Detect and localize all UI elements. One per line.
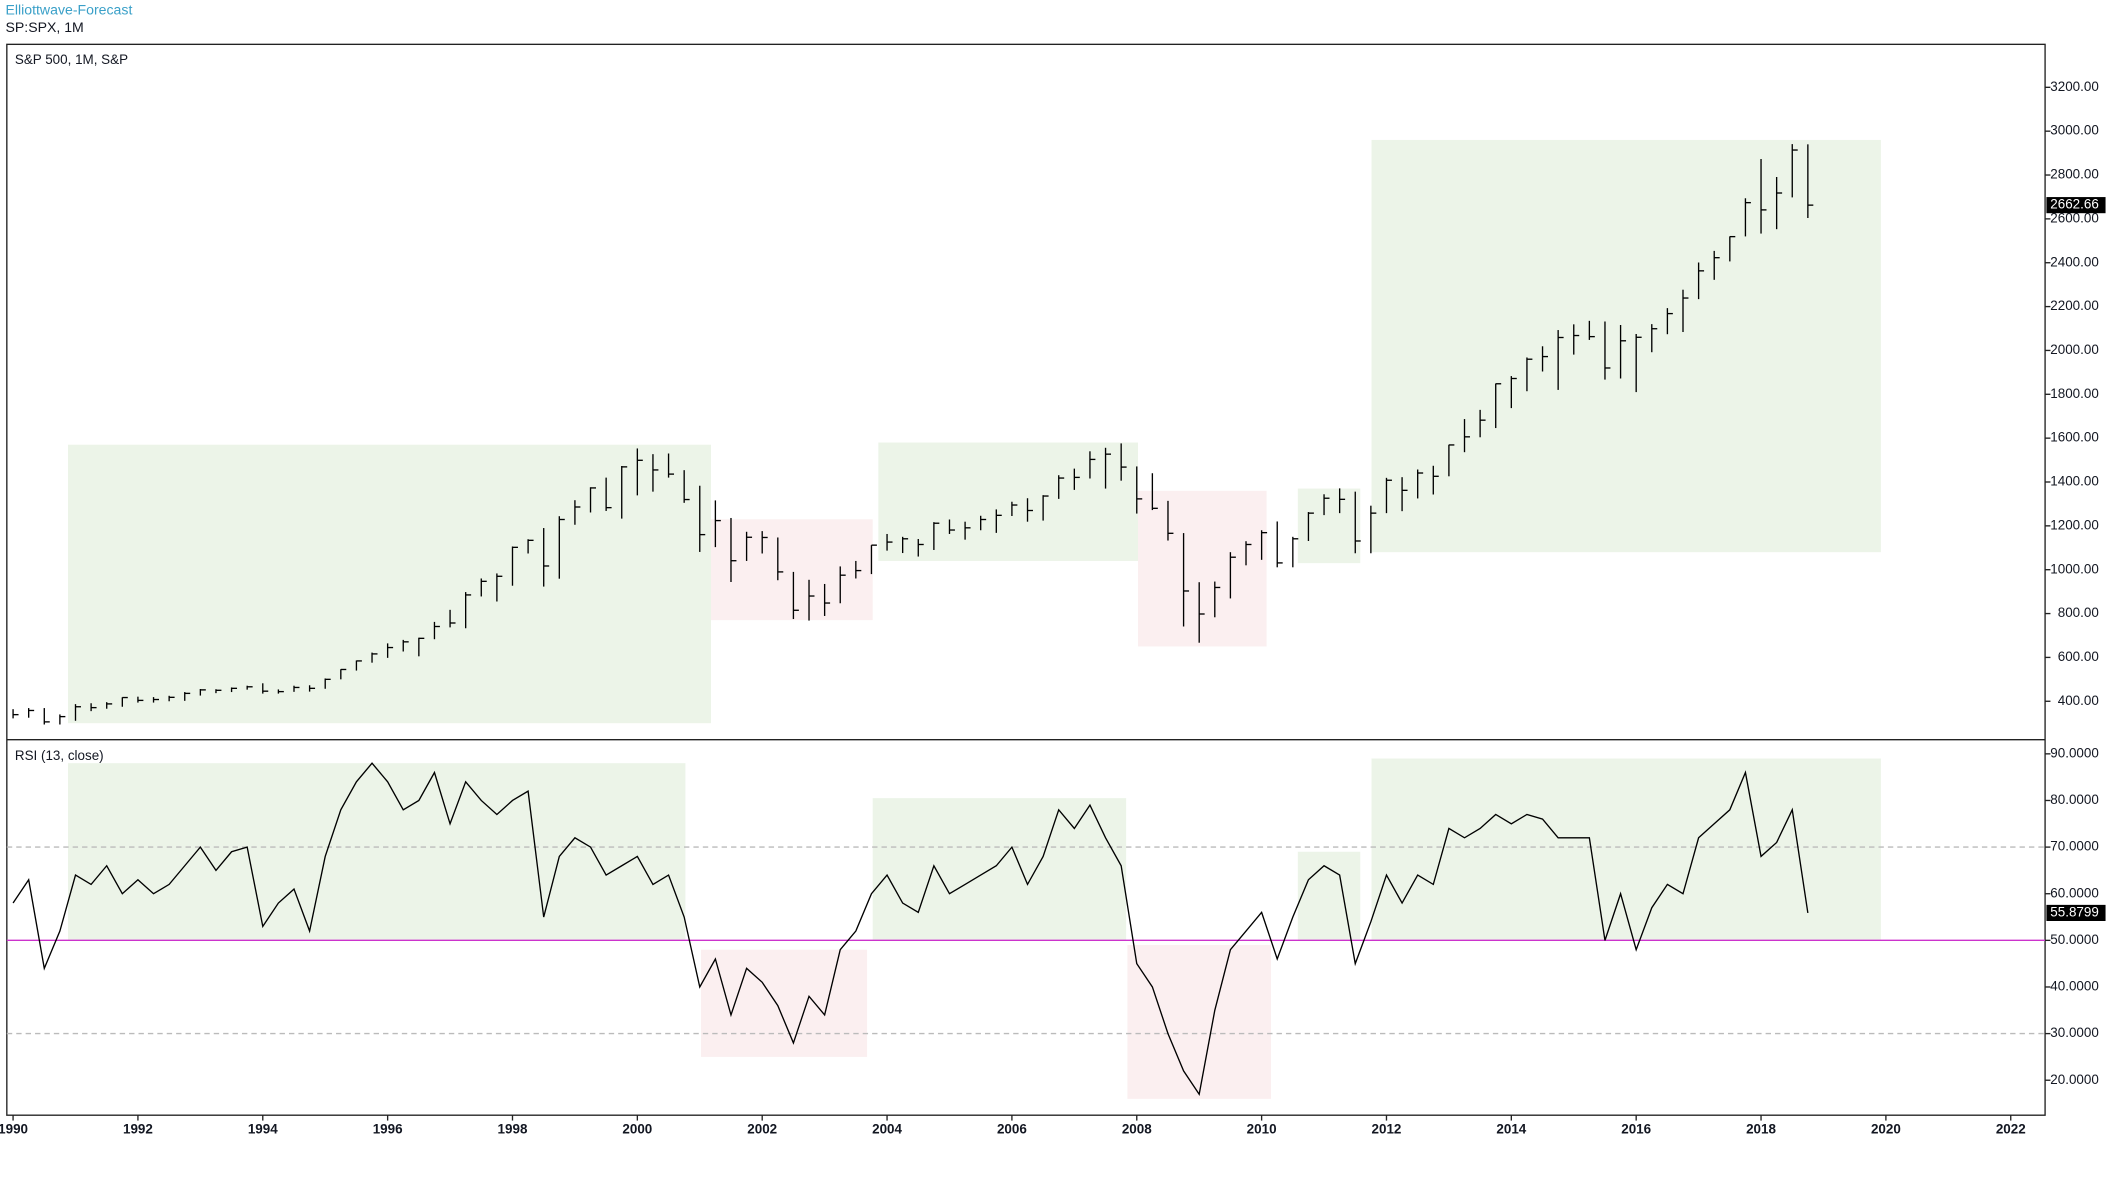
x-tick-label: 1998 (498, 1122, 528, 1137)
zone (701, 949, 868, 1057)
last-price-badge (2046, 197, 2106, 214)
y-tick-label: 1000.00 (2050, 561, 2099, 576)
x-tick-label: 2012 (1372, 1122, 1402, 1137)
y-tick-label: 400.00 (2058, 693, 2099, 708)
last-value-label: 55.8799 (2050, 904, 2099, 919)
y-tick-label: 1200.00 (2050, 517, 2099, 532)
y-tick-label: 2200.00 (2050, 298, 2099, 313)
x-tick-label: 1990 (0, 1122, 28, 1137)
y-tick-label: 800.00 (2058, 605, 2099, 620)
y-tick-label: 2800.00 (2050, 167, 2099, 182)
x-tick-label: 1994 (248, 1122, 278, 1137)
x-tick-label: 2022 (1996, 1122, 2026, 1137)
y-tick-label: 1600.00 (2050, 430, 2099, 445)
zone (878, 442, 1139, 561)
pane-title: S&P 500, 1M, S&P (15, 52, 128, 67)
rsi-line (12, 762, 1809, 1096)
x-tick-label: 2002 (747, 1122, 777, 1137)
y-tick-label: 3200.00 (2050, 79, 2099, 94)
pane-title: RSI (13, close) (15, 748, 104, 763)
symbol: SP:SPX, 1M (5, 19, 83, 35)
y-tick-label: 90.0000 (2050, 745, 2099, 760)
y-tick-label: 2400.00 (2050, 254, 2099, 269)
zone (68, 763, 686, 941)
y-tick-label: 70.0000 (2050, 839, 2099, 854)
plot-layer: 400.00 600.00 800.00 1000.00 1200.00 1400.00 1… (0, 52, 2106, 1137)
x-tick-label: 2014 (1496, 1122, 1526, 1137)
last-price-label: 2662.66 (2050, 197, 2099, 212)
x-tick-label: 2020 (1871, 1122, 1901, 1137)
zone (1371, 758, 1881, 941)
x-tick-label: 2006 (997, 1122, 1027, 1137)
y-tick-label: 50.0000 (2050, 932, 2099, 947)
last-value-badge (2046, 904, 2106, 921)
y-tick-label: 2600.00 (2050, 210, 2099, 225)
y-tick-label: 40.0000 (2050, 979, 2099, 994)
zone (1297, 851, 1361, 941)
y-tick-label: 1800.00 (2050, 386, 2099, 401)
x-tick-label: 2016 (1621, 1122, 1651, 1137)
zone (1297, 488, 1361, 564)
y-tick-label: 60.0000 (2050, 885, 2099, 900)
x-tick-label: 2018 (1746, 1122, 1776, 1137)
x-tick-label: 2010 (1247, 1122, 1277, 1137)
zone (872, 798, 1127, 941)
brand[interactable]: Elliottwave-Forecast (5, 1, 132, 17)
y-tick-label: 2000.00 (2050, 342, 2099, 357)
zone (711, 519, 873, 621)
x-tick-label: 1996 (373, 1122, 403, 1137)
x-tick-label: 2008 (1122, 1122, 1152, 1137)
x-tick-label: 1992 (123, 1122, 153, 1137)
y-tick-label: 600.00 (2058, 649, 2099, 664)
chart-frame (6, 43, 2046, 1116)
y-tick-label: 20.0000 (2050, 1072, 2099, 1087)
y-tick-label: 1400.00 (2050, 474, 2099, 489)
y-tick-label: 80.0000 (2050, 792, 2099, 807)
zone (68, 444, 712, 724)
y-tick-label: 3000.00 (2050, 123, 2099, 138)
x-tick-label: 2004 (872, 1122, 902, 1137)
zone (1127, 945, 1271, 1099)
y-tick-label: 30.0000 (2050, 1025, 2099, 1040)
zone (1371, 139, 1881, 553)
zone (1138, 490, 1267, 647)
x-tick-label: 2000 (622, 1122, 652, 1137)
